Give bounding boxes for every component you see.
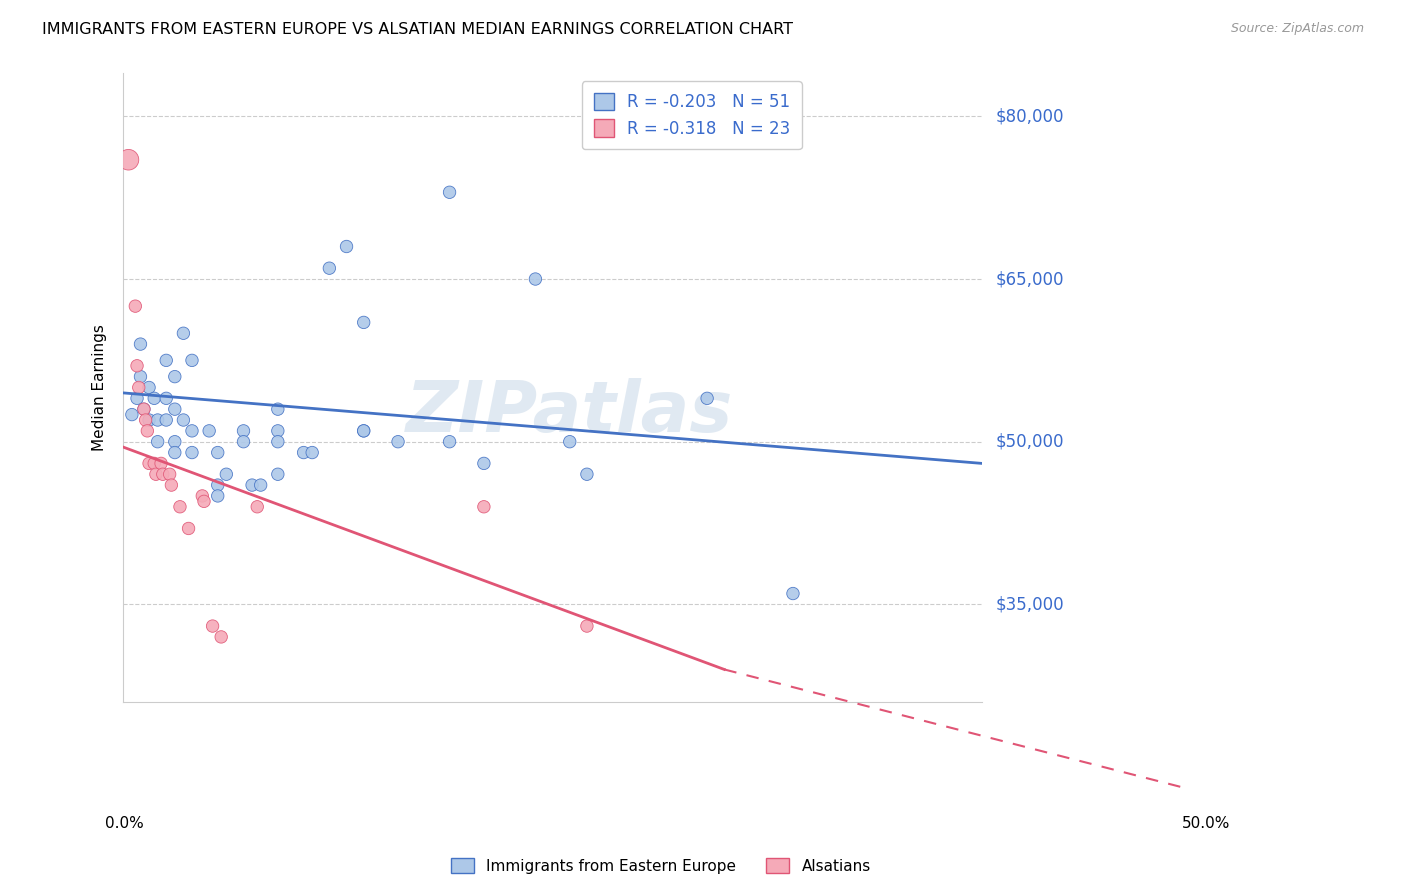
Point [124, 299, 146, 313]
Text: 50.0%: 50.0% [1182, 816, 1230, 831]
Point [163, 402, 186, 417]
Point [143, 457, 166, 471]
Point [117, 153, 139, 167]
Point [353, 424, 375, 438]
Point [240, 478, 263, 492]
Text: IMMIGRANTS FROM EASTERN EUROPE VS ALSATIAN MEDIAN EARNINGS CORRELATION CHART: IMMIGRANTS FROM EASTERN EUROPE VS ALSATI… [42, 22, 793, 37]
Point [177, 521, 200, 535]
Text: 0.0%: 0.0% [105, 816, 145, 831]
Legend: Immigrants from Eastern Europe, Alsatians: Immigrants from Eastern Europe, Alsatian… [444, 852, 877, 880]
Point [472, 500, 495, 514]
Point [232, 424, 254, 438]
Point [172, 413, 194, 427]
Point [181, 353, 204, 368]
Point [201, 619, 224, 633]
Point [132, 402, 155, 417]
Point [125, 359, 148, 373]
Point [155, 353, 177, 368]
Point [439, 186, 461, 200]
Point [575, 619, 598, 633]
Point [558, 434, 581, 449]
Point [207, 478, 229, 492]
Point [472, 457, 495, 471]
Point [387, 434, 409, 449]
Point [129, 337, 152, 351]
Point [136, 424, 159, 438]
Point [155, 413, 177, 427]
Point [246, 500, 269, 514]
Point [138, 380, 160, 394]
Point [301, 445, 323, 459]
Point [353, 315, 375, 329]
Point [143, 392, 166, 406]
Point [163, 445, 186, 459]
Point [150, 457, 173, 471]
Point [138, 457, 160, 471]
Point [121, 408, 143, 422]
Point [696, 392, 718, 406]
Point [145, 467, 167, 482]
Point [163, 369, 186, 384]
Point [267, 434, 290, 449]
Point [128, 380, 150, 394]
Point [155, 392, 177, 406]
Point [267, 424, 290, 438]
Text: $35,000: $35,000 [995, 595, 1064, 614]
Point [181, 424, 204, 438]
Point [172, 326, 194, 341]
Point [215, 467, 238, 482]
Text: $50,000: $50,000 [995, 433, 1064, 450]
Text: $65,000: $65,000 [995, 270, 1064, 288]
Point [193, 494, 215, 508]
Text: ZIPatlas: ZIPatlas [406, 378, 734, 447]
Point [209, 630, 232, 644]
Point [138, 413, 160, 427]
Point [191, 489, 214, 503]
Point [267, 467, 290, 482]
Point [181, 445, 204, 459]
Point [152, 467, 174, 482]
Point [129, 369, 152, 384]
Point [198, 424, 221, 438]
Point [439, 434, 461, 449]
Point [353, 424, 375, 438]
Point [146, 413, 169, 427]
Point [160, 478, 183, 492]
Point [125, 392, 148, 406]
Point [267, 402, 290, 417]
Point [292, 445, 315, 459]
Text: Source: ZipAtlas.com: Source: ZipAtlas.com [1230, 22, 1364, 36]
Point [163, 434, 186, 449]
Point [232, 434, 254, 449]
Point [207, 489, 229, 503]
Point [169, 500, 191, 514]
Point [207, 445, 229, 459]
Point [159, 467, 181, 482]
Point [524, 272, 547, 286]
Y-axis label: Median Earnings: Median Earnings [93, 324, 107, 451]
Point [249, 478, 271, 492]
Point [335, 239, 357, 253]
Point [132, 402, 155, 417]
Point [575, 467, 598, 482]
Point [135, 413, 157, 427]
Legend: R = -0.203   N = 51, R = -0.318   N = 23: R = -0.203 N = 51, R = -0.318 N = 23 [582, 81, 801, 149]
Point [318, 261, 340, 276]
Point [146, 434, 169, 449]
Text: $80,000: $80,000 [995, 107, 1064, 126]
Point [782, 586, 804, 600]
